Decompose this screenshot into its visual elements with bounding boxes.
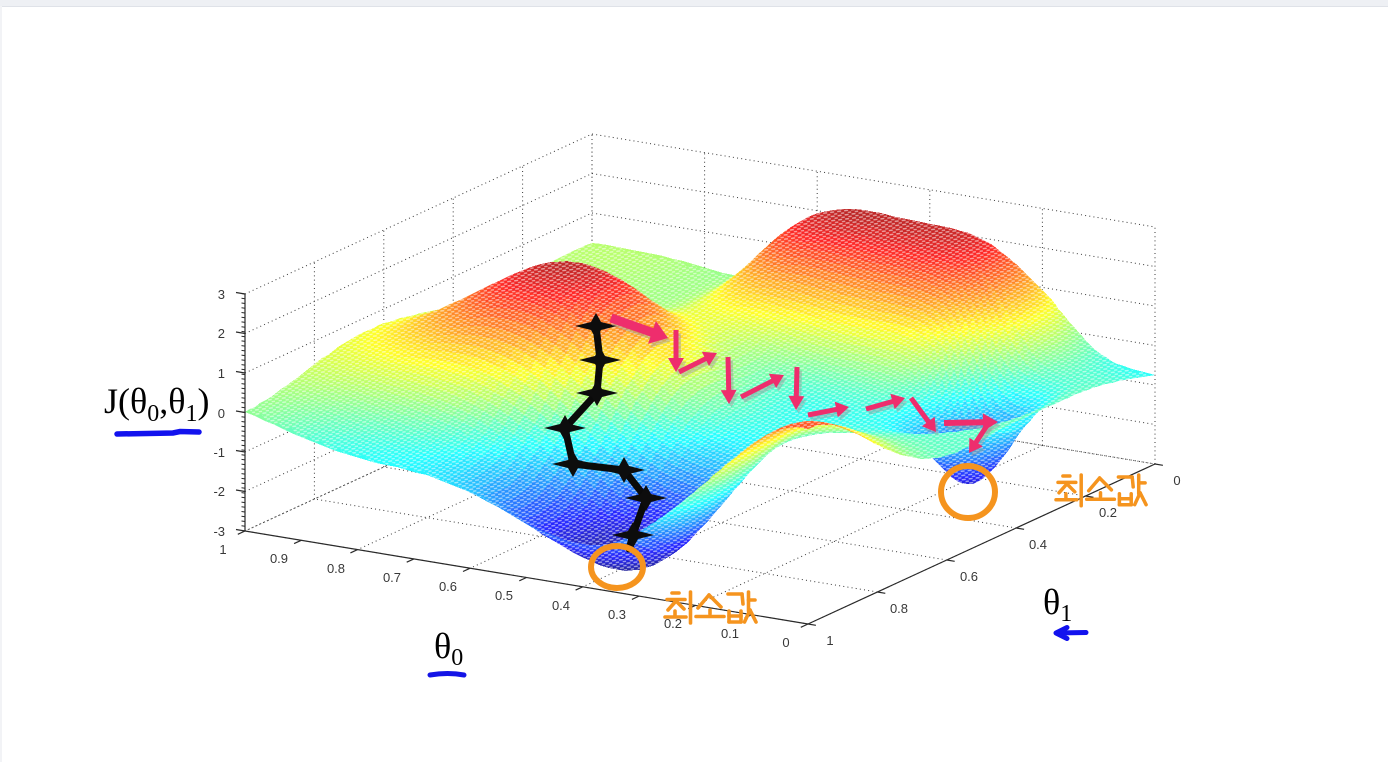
- svg-text:0.2: 0.2: [1099, 505, 1117, 520]
- svg-text:-1: -1: [213, 445, 225, 460]
- svg-text:1: 1: [826, 633, 833, 648]
- svg-text:0.7: 0.7: [383, 570, 401, 585]
- svg-text:0: 0: [1173, 473, 1180, 488]
- svg-text:0.8: 0.8: [890, 601, 908, 616]
- svg-text:-3: -3: [213, 524, 225, 539]
- svg-text:0.6: 0.6: [960, 569, 978, 584]
- svg-text:0.4: 0.4: [1029, 537, 1047, 552]
- svg-text:2: 2: [218, 326, 225, 341]
- svg-text:0.8: 0.8: [327, 561, 345, 576]
- svg-text:0.9: 0.9: [270, 551, 288, 566]
- svg-text:-2: -2: [213, 484, 225, 499]
- svg-text:1: 1: [219, 542, 226, 557]
- svg-text:0.1: 0.1: [721, 626, 739, 641]
- svg-text:0.5: 0.5: [495, 588, 513, 603]
- svg-text:3: 3: [218, 287, 225, 302]
- svg-text:0: 0: [218, 406, 225, 421]
- svg-text:0: 0: [782, 635, 789, 650]
- svg-text:0.4: 0.4: [552, 598, 570, 613]
- svg-text:0.6: 0.6: [439, 579, 457, 594]
- svg-text:0.3: 0.3: [608, 607, 626, 622]
- svg-text:0.2: 0.2: [664, 616, 682, 631]
- svg-text:1: 1: [218, 366, 225, 381]
